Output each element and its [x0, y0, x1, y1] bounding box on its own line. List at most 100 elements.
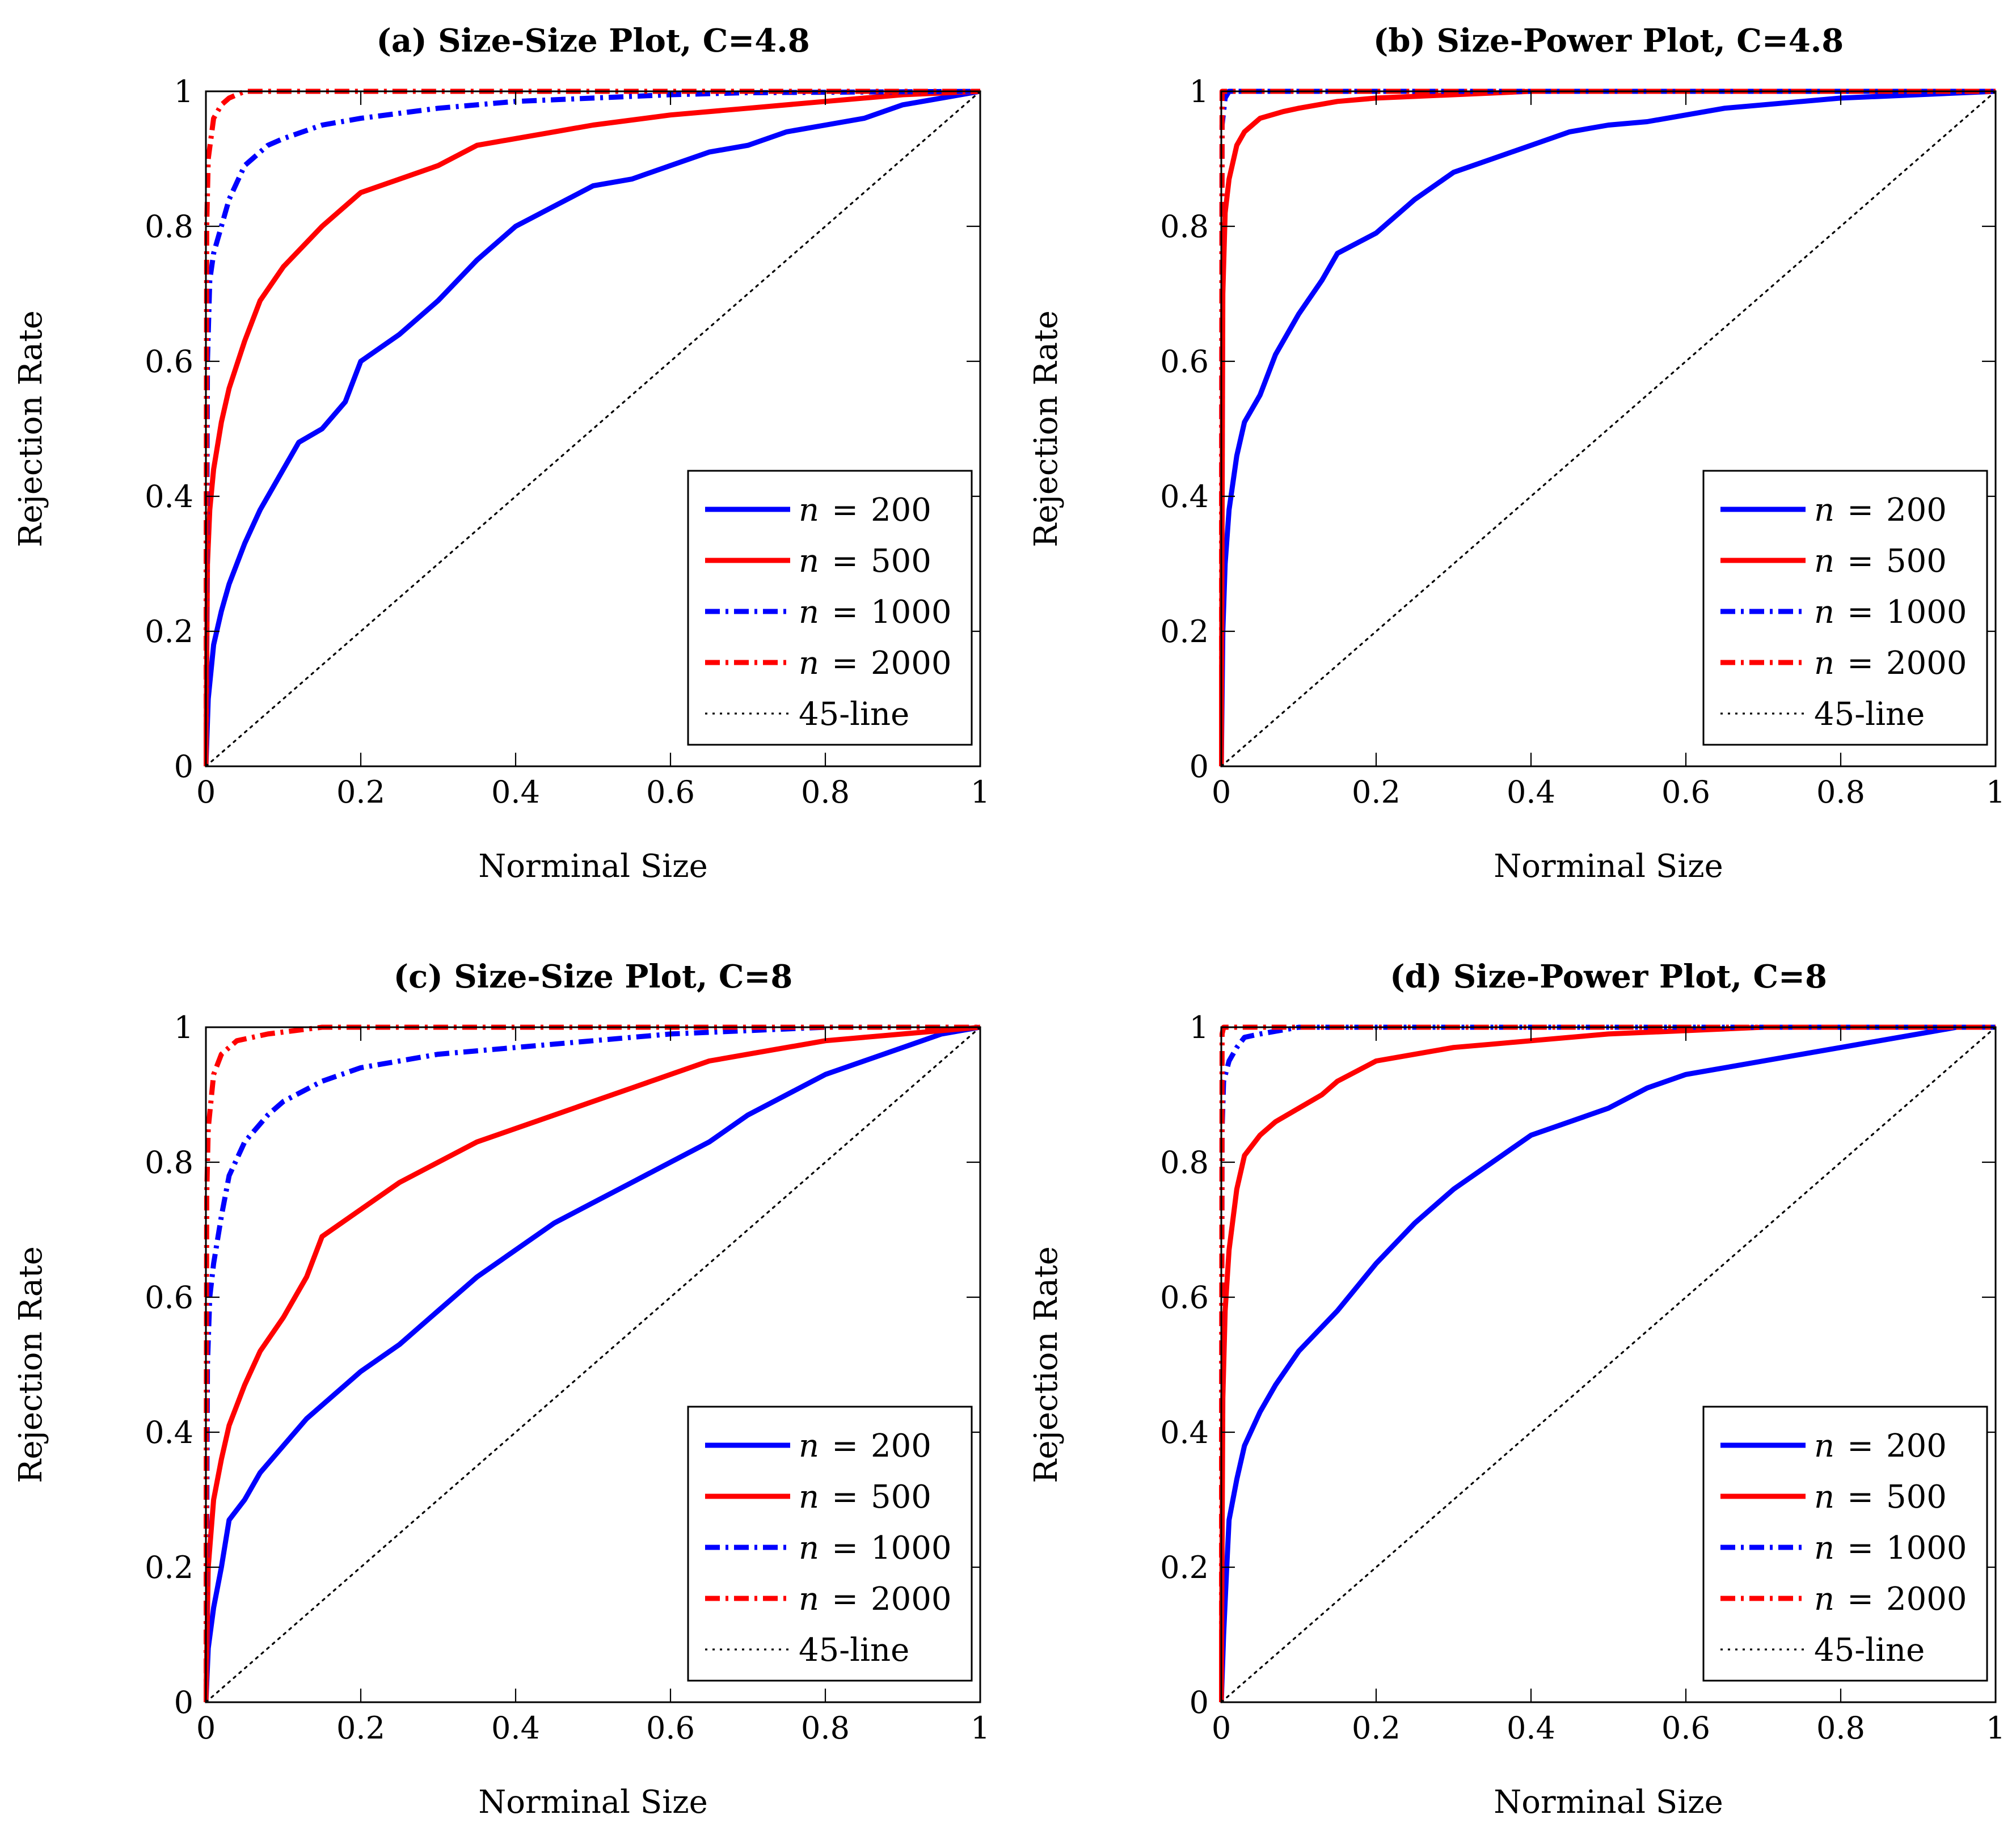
legend-var: n: [799, 1428, 819, 1465]
legend-value: 1000: [1886, 1530, 1967, 1567]
legend-equals: =: [1847, 1479, 1874, 1516]
legend-label: n = 1000: [799, 1530, 952, 1567]
legend-equals: =: [832, 645, 858, 682]
x-tick-label: 1: [1986, 1710, 2005, 1746]
y-tick-label: 0: [174, 749, 193, 784]
x-axis-label: Norminal Size: [478, 1784, 708, 1821]
x-axis-label: Norminal Size: [1494, 1784, 1723, 1821]
legend-label: n = 2000: [799, 1581, 952, 1618]
legend-equals: =: [832, 492, 858, 529]
series-line-45-line: [1220, 90, 1997, 767]
legend-equals: =: [1847, 645, 1874, 682]
legend-value: 200: [1886, 1428, 1947, 1465]
legend-value: 500: [1886, 543, 1947, 580]
x-tick-label: 0.6: [1661, 774, 1710, 810]
y-tick-label: 0.4: [1160, 479, 1209, 514]
x-tick-label: 0.4: [491, 1710, 540, 1746]
legend-value: 500: [1886, 1479, 1947, 1516]
x-tick-label: 0: [196, 1710, 216, 1746]
legend-var: n: [799, 1581, 819, 1618]
series-group: [204, 88, 981, 767]
y-tick-label: 0.4: [145, 479, 193, 514]
x-tick-label: 0.4: [491, 774, 540, 810]
legend-label: n = 200: [1814, 1428, 1947, 1465]
x-tick-label: 0.2: [336, 774, 385, 810]
legend-var: n: [1814, 543, 1834, 580]
legend-name: 45-line: [1814, 696, 1925, 733]
chart-panel-4: (d) Size-Power Plot, C=80 0.2 0.4 0.6 0.8 100…: [1028, 958, 2005, 1821]
y-tick-label: 0.8: [145, 1145, 193, 1180]
chart-title: (c) Size-Size Plot, C=8: [394, 958, 793, 995]
legend-value: 200: [1886, 492, 1947, 529]
legend-equals: =: [832, 1530, 858, 1567]
y-axis-label: Rejection Rate: [1028, 1246, 1065, 1483]
series-line-45-line: [1220, 1026, 1997, 1703]
legend-box: [687, 1406, 973, 1682]
legend-equals: =: [832, 594, 858, 631]
legend-var: n: [799, 594, 819, 631]
x-tick-label: 0.6: [1661, 1710, 1710, 1746]
series-line-n2000: [204, 1024, 980, 1703]
chart-panel-2: (b) Size-Power Plot, C=4.8 0 0.2 0.4 0.6 0.8 1…: [1028, 22, 2005, 885]
series-line-n500: [204, 88, 981, 767]
legend-equals: =: [1847, 1581, 1874, 1618]
plot-frame: [205, 90, 981, 767]
legend-var: n: [799, 492, 819, 529]
legend-var: n: [799, 1530, 819, 1567]
legend: n = 200 n = 500 n = 1000 n = 2000 45-line: [687, 1406, 973, 1682]
legend-name: 45-line: [799, 696, 909, 733]
legend-value: 200: [871, 492, 931, 529]
series-line-n200: [1219, 1024, 1996, 1703]
chart-panel-3: (c) Size-Size Plot, C=8 0 0.2 0.4 0.6 0.8 1 0 0.…: [12, 958, 990, 1821]
legend-label: n = 1000: [1814, 1530, 1967, 1567]
legend-equals: =: [1847, 1428, 1874, 1465]
x-tick-label: 1: [971, 1710, 990, 1746]
y-tick-label: 0.2: [145, 1550, 193, 1585]
chart-title: (d) Size-Power Plot, C=8: [1390, 958, 1827, 995]
legend-name: 45-line: [1814, 1632, 1925, 1669]
legend-equals: =: [1847, 594, 1874, 631]
chart-title: (a) Size-Size Plot, C=4.8: [376, 22, 809, 60]
legend-label: n = 500: [799, 543, 931, 580]
y-axis-label: Rejection Rate: [12, 1246, 49, 1483]
x-tick-label: 0.4: [1507, 1710, 1555, 1746]
y-tick-label: 0.6: [145, 1280, 193, 1315]
x-tick-label: 0: [196, 774, 216, 810]
y-tick-label: 1: [174, 74, 193, 109]
y-tick-label: 0: [174, 1685, 193, 1720]
plot-frame: [1220, 1026, 1997, 1703]
x-axis-label: Norminal Size: [1494, 848, 1723, 885]
series-line-n1000: [204, 88, 981, 767]
series-line-n500: [1219, 1024, 1996, 1703]
legend-equals: =: [1847, 1530, 1874, 1567]
legend-label: n = 2000: [799, 645, 952, 682]
y-tick-label: 0.2: [1160, 614, 1209, 649]
series-line-n500: [204, 1024, 981, 1703]
legend-label: 45-line: [799, 1632, 909, 1669]
legend-value: 500: [871, 543, 931, 580]
legend-value: 2000: [871, 1581, 952, 1618]
legend-value: 2000: [1886, 645, 1967, 682]
y-tick-label: 1: [174, 1010, 193, 1045]
legend: n = 200 n = 500 n = 1000 n = 2000 45-line: [1702, 1406, 1988, 1682]
legend-value: 1000: [1886, 594, 1967, 631]
legend: n = 200 n = 500 n = 1000 n = 2000 45-line: [687, 470, 973, 746]
legend-label: n = 200: [799, 492, 931, 529]
legend-equals: =: [1847, 543, 1874, 580]
legend-equals: =: [832, 1428, 858, 1465]
legend-value: 1000: [871, 1530, 952, 1567]
series-group: [204, 1024, 981, 1703]
x-tick-label: 0.8: [1816, 1710, 1865, 1746]
x-tick-label: 0.4: [1507, 774, 1555, 810]
legend-equals: =: [832, 543, 858, 580]
legend-label: n = 2000: [1814, 1581, 1967, 1618]
legend-equals: =: [832, 1479, 858, 1516]
legend-label: n = 1000: [1814, 594, 1967, 631]
series-line-n1000: [204, 1024, 980, 1703]
legend-label: n = 200: [799, 1428, 931, 1465]
legend-equals: =: [832, 1581, 858, 1618]
x-tick-label: 0.6: [646, 1710, 695, 1746]
legend-label: n = 2000: [1814, 645, 1967, 682]
legend-box: [1702, 470, 1988, 746]
x-tick-label: 0.2: [1352, 774, 1401, 810]
